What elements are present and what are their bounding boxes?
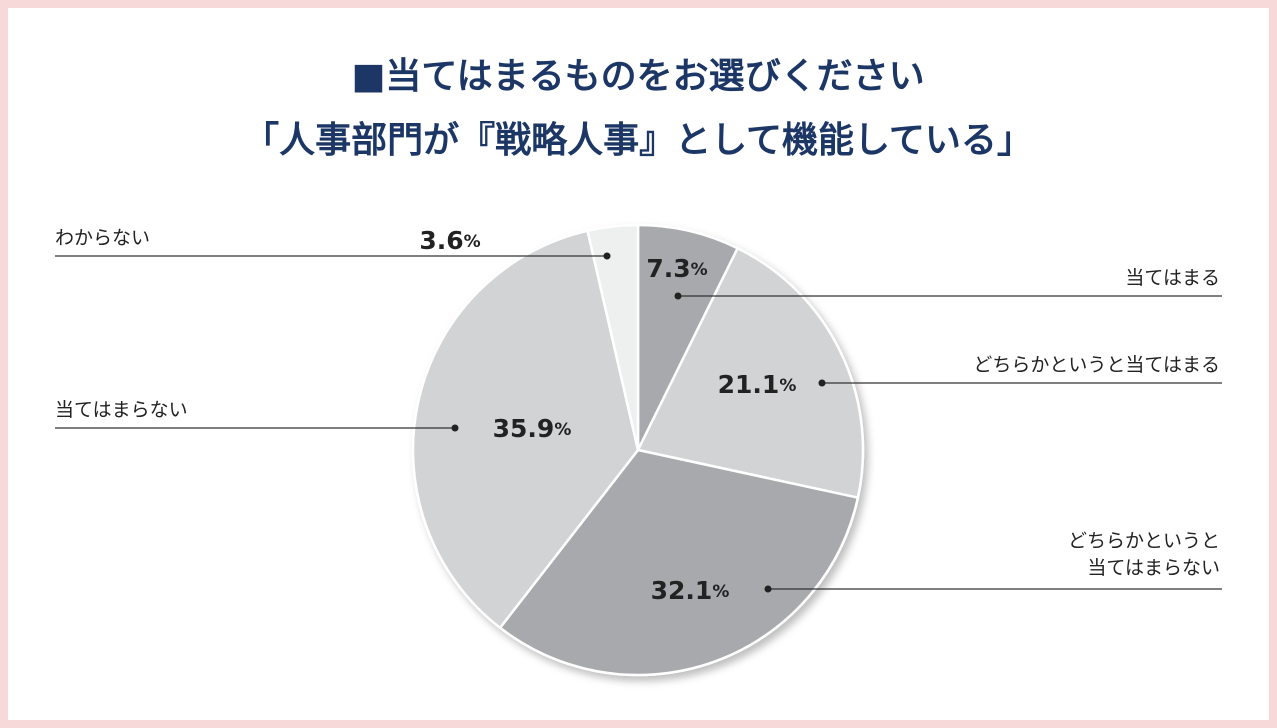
annotations: 7.3% 当てはまる 21.1% どちらかというと当てはまる 32.1% どちらかというと… <box>55 226 1222 605</box>
category-label: どちらかというと当てはまらない <box>1068 530 1220 579</box>
leader-dot <box>764 585 772 593</box>
pie-slice <box>636 223 740 451</box>
value-label: 7.3% <box>646 254 707 283</box>
pie-slice <box>586 223 640 451</box>
category-label: わからない <box>55 227 150 249</box>
value-label: 21.1% <box>718 370 797 399</box>
pie <box>411 223 865 677</box>
value-label: 3.6% <box>419 226 480 255</box>
leader-dot <box>818 379 826 387</box>
value-label: 32.1% <box>651 576 730 605</box>
leader-dot <box>603 252 611 260</box>
category-label: どちらかというと当てはまる <box>973 354 1220 376</box>
leader-dot <box>451 424 459 432</box>
pie-slice <box>636 246 865 500</box>
leader-dot <box>674 292 682 300</box>
pie-slice <box>498 448 860 677</box>
category-label: 当てはまる <box>1125 267 1220 289</box>
value-label: 35.9% <box>493 414 572 443</box>
chart-title: 「人事部門が『戦略人事』として機能している」 <box>243 120 1033 161</box>
chart-title: ■当てはまるものをお選びください <box>351 56 924 97</box>
category-label: 当てはまらない <box>55 399 188 421</box>
